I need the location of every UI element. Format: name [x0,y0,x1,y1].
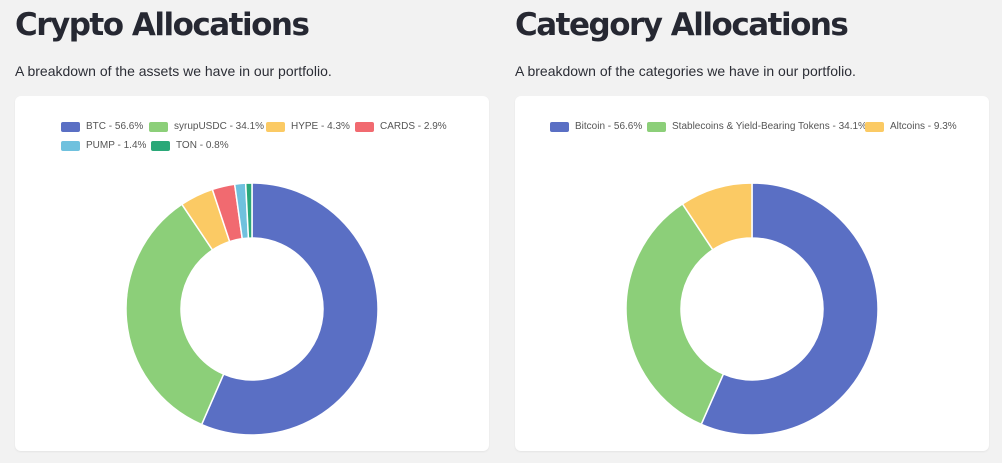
legend-swatch-altcoins [865,122,884,132]
legend-label-bitcoin: Bitcoin - 56.6% [575,121,643,132]
crypto-allocations-section: Crypto Allocations A breakdown of the as… [15,0,489,463]
legend-item-cards[interactable]: CARDS - 2.9% [355,120,447,134]
legend-swatch-cards [355,122,374,132]
legend-swatch-syrupusdc [149,122,168,132]
category-allocations-subtitle: A breakdown of the categories we have in… [515,63,856,79]
legend-label-hype: HYPE - 4.3% [291,121,350,132]
legend-label-syrupusdc: syrupUSDC - 34.1% [174,121,265,132]
legend-item-btc[interactable]: BTC - 56.6% [61,120,143,134]
legend-swatch-hype [266,122,285,132]
category-allocations-section: Category Allocations A breakdown of the … [515,0,989,463]
legend-item-hype[interactable]: HYPE - 4.3% [266,120,350,134]
category-allocations-title: Category Allocations [515,7,849,43]
category-allocations-donut-chart [625,182,879,436]
legend-label-stablecoins: Stablecoins & Yield-Bearing Tokens - 34.… [672,121,867,132]
legend-label-altcoins: Altcoins - 9.3% [890,121,957,132]
slice-ton[interactable] [244,182,253,239]
legend-item-ton[interactable]: TON - 0.8% [151,139,229,153]
legend-swatch-ton [151,141,170,151]
legend-swatch-stablecoins [647,122,666,132]
legend-item-altcoins[interactable]: Altcoins - 9.3% [865,120,957,134]
legend-label-btc: BTC - 56.6% [86,121,144,132]
crypto-allocations-donut-chart [125,182,379,436]
category-allocations-chart-card: Bitcoin - 56.6% Stablecoins & Yield-Bear… [515,96,989,451]
legend-swatch-bitcoin [550,122,569,132]
legend-item-syrupusdc[interactable]: syrupUSDC - 34.1% [149,120,264,134]
legend-label-ton: TON - 0.8% [176,140,229,151]
legend-item-pump[interactable]: PUMP - 1.4% [61,139,146,153]
legend-label-pump: PUMP - 1.4% [86,140,147,151]
crypto-allocations-title: Crypto Allocations [15,7,310,43]
legend-item-stablecoins[interactable]: Stablecoins & Yield-Bearing Tokens - 34.… [647,120,867,134]
slice-stablecoins-and-yield-bearing-tokens[interactable] [625,202,725,426]
legend-item-bitcoin[interactable]: Bitcoin - 56.6% [550,120,642,134]
legend-swatch-pump [61,141,80,151]
slice-altcoins[interactable] [681,182,753,251]
crypto-allocations-subtitle: A breakdown of the assets we have in our… [15,63,332,79]
legend-swatch-btc [61,122,80,132]
legend-label-cards: CARDS - 2.9% [380,121,447,132]
crypto-allocations-chart-card: BTC - 56.6% syrupUSDC - 34.1% HYPE - 4.3… [15,96,489,451]
slice-syrupusdc[interactable] [125,203,225,426]
slice-bitcoin[interactable] [700,182,879,436]
slice-btc[interactable] [200,182,379,436]
